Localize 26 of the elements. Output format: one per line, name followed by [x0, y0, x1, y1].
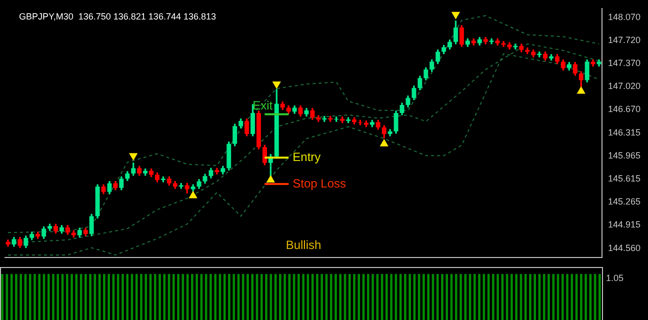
y-tick-label: 148.070	[608, 12, 641, 22]
ref-line-label: Stop Loss	[292, 176, 346, 190]
point	[380, 139, 388, 146]
y-tick-label: 147.020	[608, 81, 641, 92]
y-tick-label: 145.265	[608, 196, 641, 207]
ref-line-label: Exit	[252, 98, 274, 113]
y-tick-label: 144.560	[608, 242, 641, 253]
annotation: Bullish	[286, 238, 322, 252]
candlestick	[501, 40, 506, 47]
text: 1.05	[606, 272, 624, 283]
point	[452, 12, 460, 19]
chart-title: GBPJPY,M30 136.750 136.821 136.744 136.813	[19, 11, 216, 22]
candlestick	[316, 115, 321, 122]
y-tick-label: 147.370	[608, 58, 641, 68]
y-tick-label: 145.615	[608, 174, 641, 184]
point	[272, 82, 281, 89]
ref-line-label: Entry	[292, 150, 321, 164]
y-tick-label: 147.720	[608, 35, 641, 46]
point	[266, 176, 275, 183]
point	[189, 191, 198, 198]
y-tick-label: 144.915	[608, 220, 641, 230]
line-series	[7, 15, 600, 234]
y-tick-label: 145.965	[608, 150, 641, 160]
y-tick-label: 146.670	[608, 104, 641, 114]
y-tick-label: 146.315	[608, 127, 641, 138]
point	[577, 86, 586, 94]
